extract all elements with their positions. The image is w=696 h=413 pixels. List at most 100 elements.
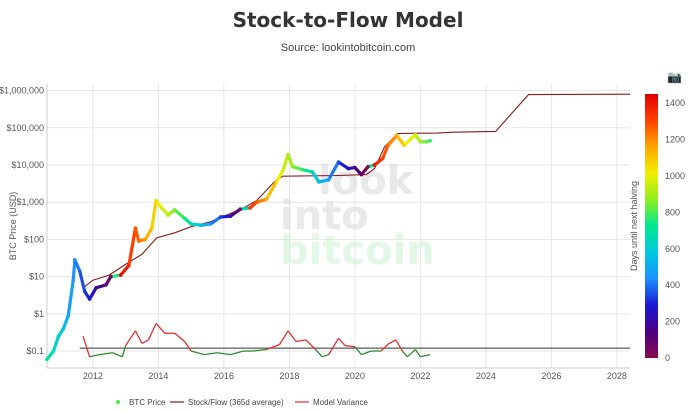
stock-flow-series	[82, 93, 631, 289]
colorbar-tick-label: 0	[665, 353, 670, 363]
btc-price-segment	[228, 207, 242, 218]
colorbar-tick-label: 800	[665, 207, 680, 217]
btc-price-point	[104, 283, 108, 287]
btc-price-point	[228, 214, 233, 219]
btc-price-point	[413, 132, 418, 137]
btc-price-segment	[286, 153, 295, 169]
variance-segment	[420, 354, 431, 358]
btc-price-point	[154, 198, 158, 203]
colorbar-gradient	[645, 94, 658, 358]
y-tick-label: $1,000	[16, 197, 44, 207]
btc-price-point	[402, 143, 406, 147]
variance-segment	[112, 352, 123, 358]
variance-segment	[89, 354, 100, 358]
btc-price-segment	[395, 133, 406, 147]
btc-price-point	[248, 206, 252, 210]
variance-segment	[230, 350, 244, 356]
btc-price-point	[71, 278, 76, 283]
btc-price-segment	[150, 199, 158, 230]
colorbar-tick-label: 400	[665, 280, 680, 290]
btc-price-point	[238, 207, 243, 211]
x-tick-label: 2012	[83, 371, 103, 381]
btc-price-segment	[143, 226, 154, 241]
variance-segment	[184, 341, 192, 352]
colorbar-tick-label: 200	[665, 317, 680, 327]
variance-segment	[134, 330, 143, 344]
variance-segment	[295, 339, 306, 343]
btc-price-segment	[173, 208, 187, 220]
btc-price-segment	[127, 226, 138, 268]
btc-price-segment	[274, 169, 285, 184]
variance-segment	[217, 352, 231, 356]
btc-price-point	[94, 286, 98, 290]
btc-price-point	[182, 216, 187, 221]
variance-segment	[190, 350, 205, 356]
btc-price-segment	[310, 170, 321, 184]
btc-price-point	[45, 357, 49, 362]
btc-price-point	[56, 334, 61, 339]
variance-segment	[328, 337, 340, 355]
btc-price-point	[346, 166, 351, 171]
x-tick-label: 2018	[279, 371, 299, 381]
variance-segment	[395, 339, 403, 352]
grid-lines	[47, 84, 630, 368]
stock-flow-line	[82, 93, 631, 289]
watermark-look: look	[318, 158, 415, 204]
btc-price-point	[359, 172, 364, 177]
variance-segment	[253, 348, 267, 352]
watermark: look into bitcoin	[280, 158, 435, 274]
btc-price-point	[286, 152, 290, 157]
variance-segment	[121, 345, 127, 357]
variance-segment	[99, 352, 113, 356]
btc-price-point	[300, 167, 305, 172]
btc-price-point	[317, 180, 321, 184]
btc-price-point	[366, 164, 370, 169]
btc-price-segment	[386, 133, 399, 148]
btc-price-point	[82, 289, 87, 294]
btc-price-series	[45, 132, 433, 362]
variance-segment	[406, 349, 416, 358]
camera-icon[interactable]: 📷	[667, 70, 682, 84]
btc-price-point	[199, 223, 203, 228]
variance-segment	[204, 352, 218, 356]
variance-segment	[141, 339, 149, 345]
btc-price-point	[380, 156, 385, 161]
legend[interactable]: BTC Price Stock/Flow (365d average) Model …	[116, 398, 369, 407]
btc-price-point	[428, 138, 433, 143]
variance-segment	[361, 350, 372, 356]
variance-segment	[315, 349, 323, 358]
btc-price-segment	[402, 133, 418, 147]
variance-segment	[305, 339, 317, 350]
legend-item-label: BTC Price	[129, 398, 166, 407]
variance-segment	[287, 330, 297, 342]
chart-subtitle: Source: lookintobitcoin.com	[280, 42, 416, 54]
x-axis-ticks: 2012 2014 2016 2018 2020 2022 2024 2026 2028	[83, 371, 627, 381]
y-tick-label: $0.1	[26, 346, 44, 356]
variance-segment	[82, 336, 91, 357]
btc-price-point	[336, 160, 341, 164]
watermark-bitcoin: bitcoin	[280, 228, 435, 274]
x-tick-label: 2014	[148, 371, 168, 381]
btc-price-point	[274, 180, 279, 184]
btc-price-point	[118, 273, 123, 277]
btc-price-segment	[281, 153, 290, 173]
colorbar: 0 200 400 600 800 1000 1200 1400	[645, 94, 685, 363]
variance-segment	[125, 330, 136, 346]
btc-price-point	[418, 139, 423, 144]
variance-segment	[387, 339, 397, 346]
colorbar-tick-label: 1400	[665, 98, 685, 108]
legend-item-label: Model Variance	[313, 398, 369, 407]
variance-segment	[338, 337, 346, 347]
btc-price-segment	[66, 278, 75, 318]
variance-segment	[155, 323, 166, 334]
btc-price-point	[143, 237, 148, 242]
y-tick-label: $1	[34, 309, 44, 319]
btc-price-segment	[209, 215, 223, 226]
btc-price-segment	[381, 144, 390, 161]
btc-price-point	[395, 133, 399, 138]
variance-segment	[147, 323, 157, 341]
plot-frame	[46, 84, 630, 369]
variance-segment	[278, 330, 289, 345]
colorbar-tick-label: 1200	[665, 135, 685, 145]
